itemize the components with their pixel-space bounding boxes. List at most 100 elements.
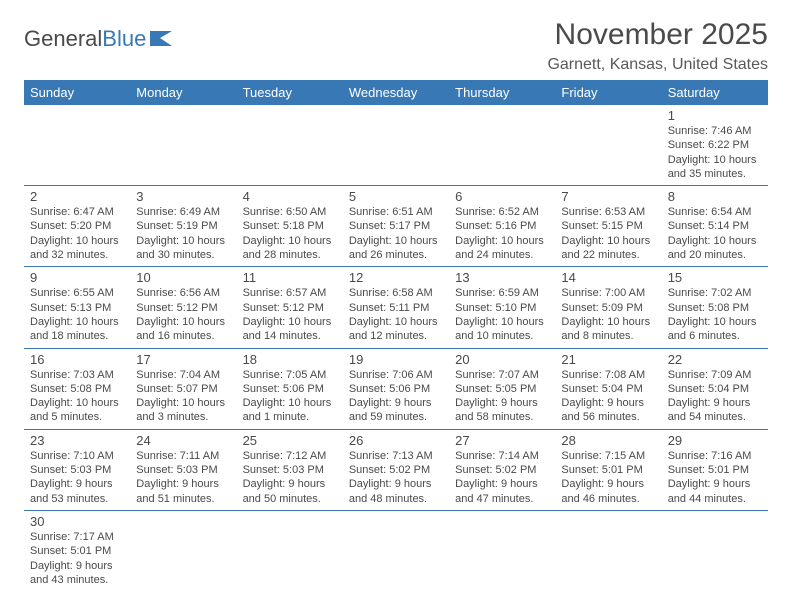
day-daylight: Daylight: 9 hours and 44 minutes. bbox=[668, 477, 762, 506]
day-sunrise: Sunrise: 7:13 AM bbox=[349, 449, 443, 463]
empty-cell bbox=[237, 510, 343, 591]
day-number: 7 bbox=[561, 189, 655, 204]
day-sunset: Sunset: 5:04 PM bbox=[561, 382, 655, 396]
day-cell: 19Sunrise: 7:06 AMSunset: 5:06 PMDayligh… bbox=[343, 348, 449, 429]
day-sunset: Sunset: 5:12 PM bbox=[243, 301, 337, 315]
calendar-row: 2Sunrise: 6:47 AMSunset: 5:20 PMDaylight… bbox=[24, 186, 768, 267]
day-number: 19 bbox=[349, 352, 443, 367]
day-daylight: Daylight: 9 hours and 53 minutes. bbox=[30, 477, 124, 506]
day-sunrise: Sunrise: 7:04 AM bbox=[136, 368, 230, 382]
day-sunrise: Sunrise: 6:55 AM bbox=[30, 286, 124, 300]
day-sunrise: Sunrise: 7:17 AM bbox=[30, 530, 124, 544]
weekday-sunday: Sunday bbox=[24, 80, 130, 105]
day-sunset: Sunset: 5:20 PM bbox=[30, 219, 124, 233]
calendar-row: 9Sunrise: 6:55 AMSunset: 5:13 PMDaylight… bbox=[24, 267, 768, 348]
day-cell: 13Sunrise: 6:59 AMSunset: 5:10 PMDayligh… bbox=[449, 267, 555, 348]
day-daylight: Daylight: 10 hours and 16 minutes. bbox=[136, 315, 230, 344]
day-sunset: Sunset: 5:17 PM bbox=[349, 219, 443, 233]
day-sunset: Sunset: 5:03 PM bbox=[30, 463, 124, 477]
day-cell: 18Sunrise: 7:05 AMSunset: 5:06 PMDayligh… bbox=[237, 348, 343, 429]
day-cell: 27Sunrise: 7:14 AMSunset: 5:02 PMDayligh… bbox=[449, 429, 555, 510]
day-number: 26 bbox=[349, 433, 443, 448]
day-cell: 24Sunrise: 7:11 AMSunset: 5:03 PMDayligh… bbox=[130, 429, 236, 510]
day-sunset: Sunset: 5:19 PM bbox=[136, 219, 230, 233]
day-daylight: Daylight: 10 hours and 18 minutes. bbox=[30, 315, 124, 344]
day-sunrise: Sunrise: 6:58 AM bbox=[349, 286, 443, 300]
weekday-wednesday: Wednesday bbox=[343, 80, 449, 105]
day-number: 23 bbox=[30, 433, 124, 448]
day-cell: 26Sunrise: 7:13 AMSunset: 5:02 PMDayligh… bbox=[343, 429, 449, 510]
day-sunset: Sunset: 5:06 PM bbox=[349, 382, 443, 396]
day-sunrise: Sunrise: 6:53 AM bbox=[561, 205, 655, 219]
calendar-table: Sunday Monday Tuesday Wednesday Thursday… bbox=[24, 80, 768, 591]
day-sunrise: Sunrise: 6:51 AM bbox=[349, 205, 443, 219]
day-sunset: Sunset: 5:10 PM bbox=[455, 301, 549, 315]
weekday-thursday: Thursday bbox=[449, 80, 555, 105]
day-sunrise: Sunrise: 7:16 AM bbox=[668, 449, 762, 463]
day-daylight: Daylight: 10 hours and 26 minutes. bbox=[349, 234, 443, 263]
day-sunset: Sunset: 5:01 PM bbox=[561, 463, 655, 477]
day-sunset: Sunset: 5:13 PM bbox=[30, 301, 124, 315]
day-number: 20 bbox=[455, 352, 549, 367]
empty-cell bbox=[449, 105, 555, 186]
day-number: 14 bbox=[561, 270, 655, 285]
day-sunrise: Sunrise: 7:07 AM bbox=[455, 368, 549, 382]
day-sunset: Sunset: 5:03 PM bbox=[136, 463, 230, 477]
day-sunset: Sunset: 5:11 PM bbox=[349, 301, 443, 315]
day-sunrise: Sunrise: 7:06 AM bbox=[349, 368, 443, 382]
day-cell: 7Sunrise: 6:53 AMSunset: 5:15 PMDaylight… bbox=[555, 186, 661, 267]
weekday-saturday: Saturday bbox=[662, 80, 768, 105]
day-number: 4 bbox=[243, 189, 337, 204]
day-daylight: Daylight: 9 hours and 48 minutes. bbox=[349, 477, 443, 506]
day-number: 6 bbox=[455, 189, 549, 204]
day-sunset: Sunset: 5:12 PM bbox=[136, 301, 230, 315]
day-cell: 2Sunrise: 6:47 AMSunset: 5:20 PMDaylight… bbox=[24, 186, 130, 267]
day-daylight: Daylight: 9 hours and 50 minutes. bbox=[243, 477, 337, 506]
day-cell: 25Sunrise: 7:12 AMSunset: 5:03 PMDayligh… bbox=[237, 429, 343, 510]
day-sunset: Sunset: 5:01 PM bbox=[30, 544, 124, 558]
day-daylight: Daylight: 10 hours and 5 minutes. bbox=[30, 396, 124, 425]
day-daylight: Daylight: 10 hours and 1 minute. bbox=[243, 396, 337, 425]
day-number: 16 bbox=[30, 352, 124, 367]
day-number: 22 bbox=[668, 352, 762, 367]
day-daylight: Daylight: 9 hours and 46 minutes. bbox=[561, 477, 655, 506]
day-daylight: Daylight: 9 hours and 59 minutes. bbox=[349, 396, 443, 425]
day-sunset: Sunset: 5:14 PM bbox=[668, 219, 762, 233]
day-number: 25 bbox=[243, 433, 337, 448]
day-sunrise: Sunrise: 7:08 AM bbox=[561, 368, 655, 382]
day-daylight: Daylight: 9 hours and 56 minutes. bbox=[561, 396, 655, 425]
day-number: 30 bbox=[30, 514, 124, 529]
day-sunset: Sunset: 5:08 PM bbox=[30, 382, 124, 396]
location: Garnett, Kansas, United States bbox=[547, 56, 768, 74]
day-number: 1 bbox=[668, 108, 762, 123]
empty-cell bbox=[662, 510, 768, 591]
empty-cell bbox=[130, 510, 236, 591]
logo: GeneralBlue bbox=[24, 18, 176, 52]
day-sunrise: Sunrise: 7:00 AM bbox=[561, 286, 655, 300]
day-sunset: Sunset: 5:03 PM bbox=[243, 463, 337, 477]
day-cell: 6Sunrise: 6:52 AMSunset: 5:16 PMDaylight… bbox=[449, 186, 555, 267]
day-sunset: Sunset: 6:22 PM bbox=[668, 138, 762, 152]
calendar-body: 1Sunrise: 7:46 AMSunset: 6:22 PMDaylight… bbox=[24, 105, 768, 591]
day-number: 5 bbox=[349, 189, 443, 204]
day-number: 2 bbox=[30, 189, 124, 204]
empty-cell bbox=[343, 510, 449, 591]
day-sunrise: Sunrise: 7:02 AM bbox=[668, 286, 762, 300]
day-number: 3 bbox=[136, 189, 230, 204]
day-sunrise: Sunrise: 6:49 AM bbox=[136, 205, 230, 219]
day-sunset: Sunset: 5:04 PM bbox=[668, 382, 762, 396]
day-sunrise: Sunrise: 6:56 AM bbox=[136, 286, 230, 300]
day-sunset: Sunset: 5:09 PM bbox=[561, 301, 655, 315]
day-cell: 29Sunrise: 7:16 AMSunset: 5:01 PMDayligh… bbox=[662, 429, 768, 510]
day-number: 18 bbox=[243, 352, 337, 367]
empty-cell bbox=[555, 510, 661, 591]
day-daylight: Daylight: 9 hours and 51 minutes. bbox=[136, 477, 230, 506]
empty-cell bbox=[24, 105, 130, 186]
day-cell: 28Sunrise: 7:15 AMSunset: 5:01 PMDayligh… bbox=[555, 429, 661, 510]
day-sunrise: Sunrise: 6:59 AM bbox=[455, 286, 549, 300]
day-number: 12 bbox=[349, 270, 443, 285]
day-sunset: Sunset: 5:05 PM bbox=[455, 382, 549, 396]
day-cell: 21Sunrise: 7:08 AMSunset: 5:04 PMDayligh… bbox=[555, 348, 661, 429]
day-sunset: Sunset: 5:08 PM bbox=[668, 301, 762, 315]
day-sunset: Sunset: 5:18 PM bbox=[243, 219, 337, 233]
